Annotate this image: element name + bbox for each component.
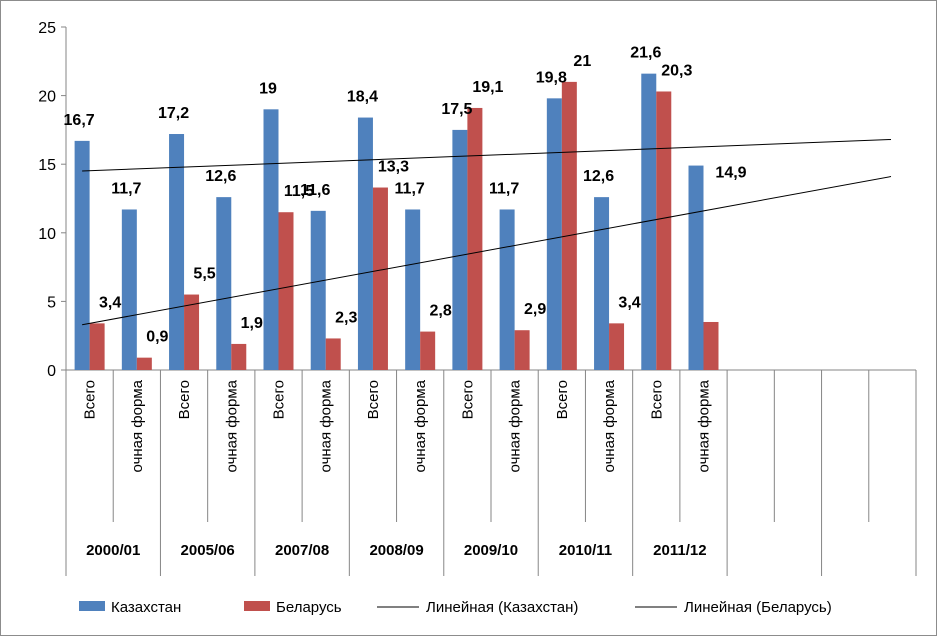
bar-kazakhstan (688, 165, 704, 370)
data-label-belarus: 3,4 (99, 294, 121, 311)
bar-kazakhstan (310, 210, 326, 370)
bar-kazakhstan (452, 129, 468, 370)
data-label-belarus: 1,9 (241, 315, 263, 332)
bar-belarus (656, 91, 672, 370)
y-tick-label: 10 (38, 226, 56, 243)
legend-swatch-kazakhstan (79, 601, 105, 611)
trendline-belarus (82, 176, 892, 326)
data-label-belarus: 2,3 (335, 309, 357, 326)
bar-kazakhstan (74, 140, 90, 370)
y-tick-label: 15 (38, 157, 56, 174)
legend-label-trend-belarus: Линейная (Беларусь) (684, 599, 832, 616)
category-label: очная форма (129, 379, 146, 472)
data-label-belarus: 19,1 (472, 79, 503, 96)
bar-kazakhstan (641, 73, 657, 370)
data-label-kazakhstan: 11,7 (111, 180, 141, 197)
data-label-kazakhstan: 17,2 (158, 105, 189, 122)
data-label-kazakhstan: 12,6 (583, 168, 614, 185)
bar-belarus (184, 294, 200, 370)
group-label: 2008/09 (369, 542, 423, 559)
category-label: Всего (648, 380, 665, 419)
data-label-kazakhstan: 19 (259, 80, 277, 97)
bar-kazakhstan (121, 209, 137, 370)
bar-belarus (325, 338, 341, 370)
data-label-belarus: 11,5 (284, 183, 314, 200)
bar-kazakhstan (405, 209, 421, 370)
bar-belarus (467, 107, 483, 370)
category-label: очная форма (318, 379, 335, 472)
group-label: 2007/08 (275, 542, 329, 559)
bar-belarus (372, 187, 388, 370)
bar-belarus (136, 357, 152, 370)
category-label: очная форма (696, 379, 713, 472)
bar-kazakhstan (263, 109, 279, 370)
group-label: 2005/06 (181, 542, 235, 559)
bar-belarus (703, 321, 719, 370)
bar-belarus (420, 331, 436, 370)
group-label: 2009/10 (464, 542, 518, 559)
bar-belarus (514, 330, 530, 370)
y-tick-label: 5 (47, 294, 56, 311)
data-label-belarus: 14,9 (715, 165, 746, 182)
data-label-belarus: 0,9 (146, 329, 168, 346)
data-label-belarus: 5,5 (193, 266, 215, 283)
bar-kazakhstan (216, 197, 232, 370)
data-label-belarus: 2,9 (524, 301, 546, 318)
data-label-belarus: 21 (573, 53, 591, 70)
bar-belarus (89, 323, 105, 370)
category-label: очная форма (223, 379, 240, 472)
category-label: Всего (365, 380, 382, 419)
category-label: очная форма (412, 379, 429, 472)
data-label-kazakhstan: 11,7 (395, 180, 425, 197)
data-label-kazakhstan: 21,6 (630, 45, 661, 62)
group-label: 2010/11 (559, 542, 612, 559)
y-tick-label: 0 (47, 363, 56, 380)
data-label-kazakhstan: 16,7 (64, 112, 95, 129)
bar-kazakhstan (169, 134, 185, 370)
bar-belarus (561, 81, 577, 370)
bar-kazakhstan (357, 117, 373, 370)
legend-label-trend-kazakhstan: Линейная (Казахстан) (426, 599, 578, 616)
data-label-belarus: 3,4 (618, 294, 640, 311)
data-label-belarus: 20,3 (661, 62, 692, 79)
trendline-kazakhstan (82, 139, 892, 172)
data-label-kazakhstan: 11,7 (489, 180, 519, 197)
bar-kazakhstan (594, 197, 610, 370)
group-label: 2011/12 (653, 542, 706, 559)
data-label-kazakhstan: 12,6 (205, 168, 236, 185)
data-label-belarus: 13,3 (378, 159, 409, 176)
legend-label-kazakhstan: Казахстан (111, 599, 181, 616)
category-label: Всего (554, 380, 571, 419)
category-label: очная форма (601, 379, 618, 472)
legend-label-belarus: Беларусь (276, 599, 342, 616)
bar-kazakhstan (499, 209, 515, 370)
data-label-belarus: 2,8 (430, 303, 452, 320)
data-label-kazakhstan: 19,8 (536, 69, 567, 86)
y-tick-label: 25 (38, 20, 56, 37)
category-label: Всего (176, 380, 193, 419)
bar-belarus (231, 343, 247, 370)
data-label-kazakhstan: 18,4 (347, 89, 378, 106)
group-label: 2000/01 (86, 542, 140, 559)
y-tick-label: 20 (38, 89, 56, 106)
category-label: Всего (82, 380, 99, 419)
legend-swatch-belarus (244, 601, 270, 611)
category-label: Всего (459, 380, 476, 419)
category-label: Всего (271, 380, 288, 419)
data-label-kazakhstan: 17,5 (441, 101, 472, 118)
category-label: очная форма (507, 379, 524, 472)
bar-belarus (609, 323, 625, 370)
bar-kazakhstan (546, 98, 562, 371)
bar-belarus (278, 212, 294, 370)
data-label-kazakhstan: 11,6 (300, 182, 330, 199)
